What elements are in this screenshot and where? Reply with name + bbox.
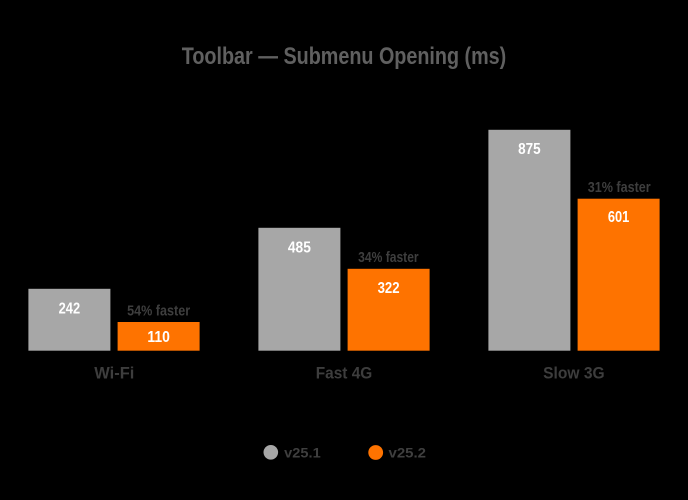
svg-text:322: 322 bbox=[378, 280, 400, 297]
svg-text:Slow 3G: Slow 3G bbox=[543, 364, 605, 382]
svg-text:110: 110 bbox=[147, 329, 170, 346]
svg-text:601: 601 bbox=[608, 209, 630, 226]
svg-text:242: 242 bbox=[59, 300, 81, 317]
svg-text:31% faster: 31% faster bbox=[588, 180, 651, 196]
svg-text:v25.2: v25.2 bbox=[389, 445, 427, 461]
svg-text:485: 485 bbox=[288, 239, 311, 256]
svg-text:54% faster: 54% faster bbox=[127, 304, 190, 320]
svg-text:v25.1: v25.1 bbox=[284, 444, 321, 460]
svg-text:Wi-Fi: Wi-Fi bbox=[94, 364, 134, 382]
svg-text:34% faster: 34% faster bbox=[358, 250, 419, 266]
svg-text:875: 875 bbox=[518, 141, 541, 158]
svg-text:Toolbar — Submenu Opening (ms): Toolbar — Submenu Opening (ms) bbox=[182, 43, 507, 70]
svg-text:Fast 4G: Fast 4G bbox=[316, 364, 373, 382]
